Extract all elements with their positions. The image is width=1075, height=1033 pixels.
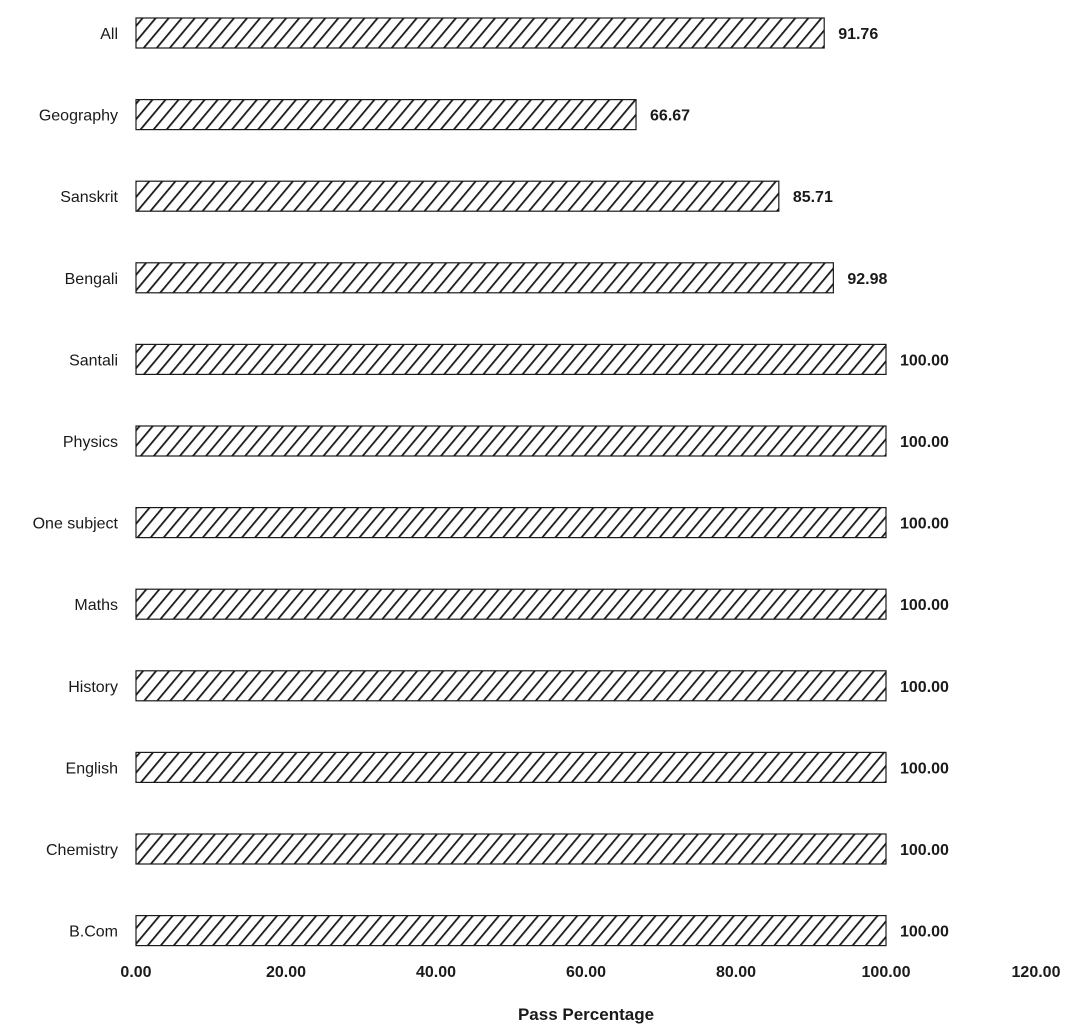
bar — [135, 670, 887, 702]
category-label: Physics — [63, 434, 118, 451]
category-label: English — [66, 760, 118, 777]
x-axis-title: Pass Percentage — [518, 1005, 654, 1024]
value-label: 100.00 — [900, 352, 949, 369]
bars-group — [135, 17, 887, 947]
x-tick-label: 0.00 — [120, 964, 151, 981]
category-label: B.Com — [69, 924, 118, 941]
bar — [135, 262, 834, 294]
bar — [135, 17, 825, 49]
category-label: Bengali — [65, 271, 118, 288]
bar — [135, 180, 780, 212]
bar — [135, 507, 887, 539]
value-label: 100.00 — [900, 842, 949, 859]
category-label: Maths — [74, 597, 118, 614]
x-axis-ticks: 0.00 20.00 40.00 60.00 80.00 100.00 120.00 — [120, 964, 1060, 981]
x-tick-label: 120.00 — [1012, 964, 1061, 981]
value-label: 100.00 — [900, 760, 949, 777]
bar — [135, 98, 637, 131]
value-label: 100.00 — [900, 679, 949, 696]
category-label: Sanskrit — [60, 189, 118, 206]
value-label: 100.00 — [900, 516, 949, 533]
value-label: 66.67 — [650, 108, 690, 125]
x-tick-label: 20.00 — [266, 964, 306, 981]
category-label: All — [100, 26, 118, 43]
x-tick-label: 60.00 — [566, 964, 606, 981]
category-label: History — [68, 679, 118, 696]
value-label: 100.00 — [900, 597, 949, 614]
x-tick-label: 80.00 — [716, 964, 756, 981]
value-label: 91.76 — [838, 26, 878, 43]
value-label: 100.00 — [900, 434, 949, 451]
value-labels: 91.76 66.67 85.71 92.98 100.00 100.00 100.00 10… — [650, 26, 949, 941]
category-label: Santali — [69, 352, 118, 369]
category-label: Chemistry — [46, 842, 118, 859]
bar — [135, 425, 887, 457]
x-tick-label: 40.00 — [416, 964, 456, 981]
category-label: Geography — [39, 108, 118, 125]
value-label: 100.00 — [900, 924, 949, 941]
category-labels: All Geography Sanskrit Bengali Santali Physic… — [33, 26, 119, 941]
bar — [135, 588, 887, 620]
bar — [135, 343, 887, 375]
value-label: 85.71 — [793, 189, 833, 206]
bar — [135, 914, 887, 947]
category-label: One subject — [33, 516, 119, 533]
bar — [135, 751, 887, 784]
bar — [135, 833, 887, 865]
x-tick-label: 100.00 — [862, 964, 911, 981]
value-label: 92.98 — [847, 271, 887, 288]
